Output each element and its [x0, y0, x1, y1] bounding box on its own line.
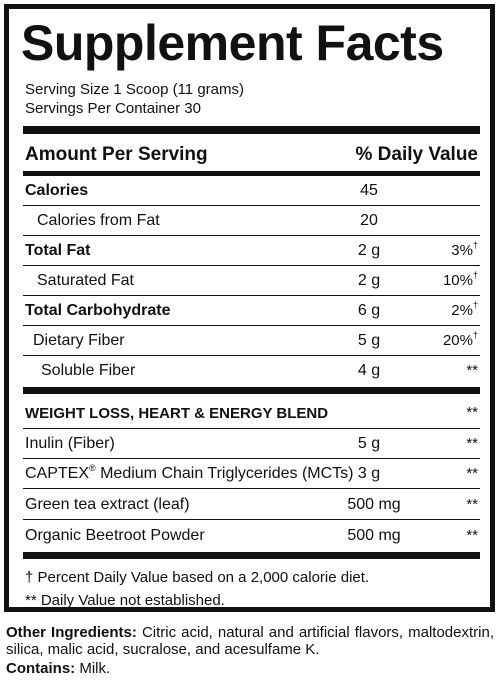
nutrient-name: Saturated Fat: [37, 272, 134, 289]
nutrient-dv: 20%†: [442, 330, 478, 349]
other-ingredients-text: Citric acid, natural and artificial flav…: [6, 624, 494, 658]
thick-divider: [23, 126, 480, 134]
thick-divider: [23, 387, 480, 394]
ingredient-name: Inulin (Fiber): [25, 435, 115, 452]
nutrient-row: Calories from Fat 20: [23, 206, 480, 236]
blend-name: WEIGHT LOSS, HEART & ENERGY BLEND: [25, 405, 329, 422]
nutrient-dv: 3%†: [451, 240, 478, 259]
supplement-facts-panel: Supplement Facts Serving Size 1 Scoop (1…: [4, 4, 495, 612]
nutrient-name: Total Carbohydrate: [25, 302, 171, 319]
nutrient-amount: 5 g: [357, 332, 381, 349]
nutrient-row: Total Fat 2 g 3%†: [23, 236, 480, 266]
ingredient-amount: 5 g: [357, 435, 381, 452]
nutrient-row: Total Carbohydrate 6 g 2%†: [23, 296, 480, 326]
nutrient-amount: 2 g: [357, 272, 381, 289]
nutrient-dv: 2%†: [451, 300, 478, 319]
nutrient-name: Dietary Fiber: [33, 332, 125, 349]
blend-dv: **: [466, 404, 478, 421]
other-ingredients: Other Ingredients: Citric acid, natural …: [6, 624, 494, 658]
nutrient-row: Calories 45: [23, 176, 480, 206]
column-header: Amount Per Serving % Daily Value: [25, 142, 478, 170]
footnote-not-established: ** Daily Value not established.: [25, 592, 225, 609]
daily-value-label: % Daily Value: [355, 144, 478, 165]
nutrient-row: Saturated Fat 2 g 10%†: [23, 266, 480, 296]
nutrient-amount: 20: [360, 212, 378, 229]
nutrient-name: Total Fat: [25, 242, 91, 259]
ingredient-name: Green tea extract (leaf): [25, 496, 190, 513]
nutrient-row: Soluble Fiber 4 g **: [23, 356, 480, 386]
nutrient-row: Dietary Fiber 5 g 20%†: [23, 326, 480, 356]
blend-item-row: CAPTEX® Medium Chain Triglycerides (MCTs…: [23, 459, 480, 489]
ingredient-dv: **: [466, 496, 478, 513]
ingredient-name: Organic Beetroot Powder: [25, 527, 205, 544]
ingredient-amount: 500 mg: [347, 527, 401, 544]
servings-per-container: Servings Per Container 30: [25, 100, 201, 117]
thick-divider: [23, 552, 480, 559]
nutrient-name: Calories from Fat: [37, 212, 160, 229]
ingredient-dv: **: [466, 527, 478, 544]
ingredient-dv: **: [466, 465, 478, 482]
amount-per-serving-label: Amount Per Serving: [25, 144, 208, 165]
nutrient-dv: 10%†: [442, 270, 478, 289]
blend-item-row: Green tea extract (leaf) 500 mg **: [23, 489, 480, 520]
nutrient-amount: 2 g: [357, 242, 381, 259]
ingredient-name: CAPTEX® Medium Chain Triglycerides (MCTs…: [25, 463, 354, 482]
medium-divider: [23, 171, 480, 176]
nutrient-amount: 6 g: [357, 302, 381, 319]
blend-item-row: Organic Beetroot Powder 500 mg **: [23, 520, 480, 551]
panel-title: Supplement Facts: [21, 15, 444, 71]
serving-size: Serving Size 1 Scoop (11 grams): [25, 81, 244, 98]
other-ingredients-label: Other Ingredients:: [6, 624, 137, 641]
nutrient-dv: **: [466, 362, 478, 379]
blend-header-row: WEIGHT LOSS, HEART & ENERGY BLEND **: [23, 396, 480, 429]
contains-label: Contains:: [6, 660, 76, 677]
nutrient-name: Soluble Fiber: [41, 362, 136, 379]
nutrient-amount: 4 g: [357, 362, 381, 379]
ingredient-dv: **: [466, 435, 478, 452]
nutrient-amount: 45: [360, 182, 378, 199]
allergen-statement: Contains: Milk.: [6, 660, 494, 677]
contains-text: Milk.: [79, 660, 111, 677]
ingredient-amount: 500 mg: [347, 496, 401, 513]
blend-item-row: Inulin (Fiber) 5 g **: [23, 429, 480, 459]
ingredient-amount: 3 g: [357, 465, 381, 482]
footnote-daily-value: † Percent Daily Value based on a 2,000 c…: [25, 569, 370, 586]
nutrient-name: Calories: [25, 182, 89, 199]
